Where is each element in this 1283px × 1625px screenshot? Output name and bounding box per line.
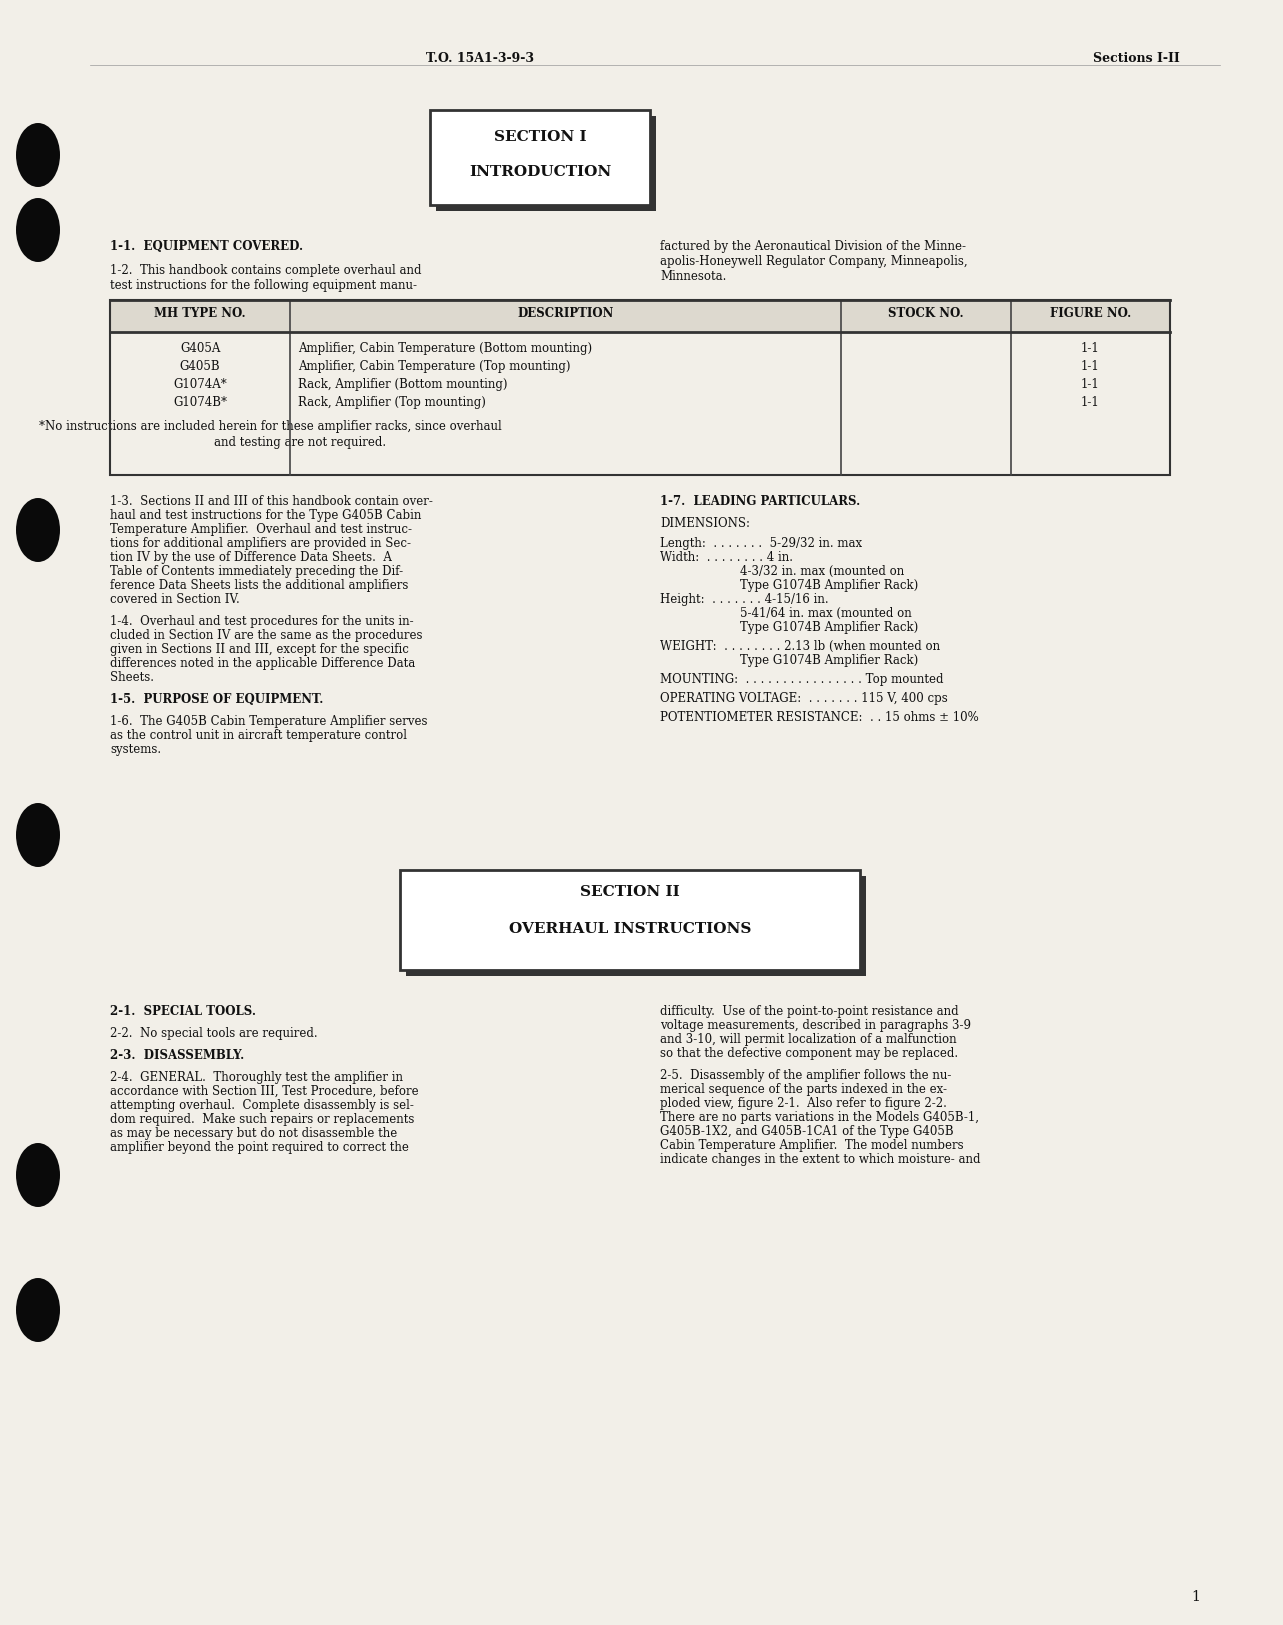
Text: Width:  . . . . . . . . 4 in.: Width: . . . . . . . . 4 in.: [659, 551, 793, 564]
Text: Minnesota.: Minnesota.: [659, 270, 726, 283]
Ellipse shape: [15, 1277, 60, 1342]
Text: and 3-10, will permit localization of a malfunction: and 3-10, will permit localization of a …: [659, 1034, 957, 1046]
Text: indicate changes in the extent to which moisture- and: indicate changes in the extent to which …: [659, 1154, 980, 1167]
Text: 1-1: 1-1: [1082, 341, 1100, 354]
Text: amplifier beyond the point required to correct the: amplifier beyond the point required to c…: [110, 1141, 409, 1154]
Text: as the control unit in aircraft temperature control: as the control unit in aircraft temperat…: [110, 730, 407, 743]
Text: 1-1: 1-1: [1082, 396, 1100, 410]
Text: test instructions for the following equipment manu-: test instructions for the following equi…: [110, 280, 417, 292]
FancyBboxPatch shape: [430, 111, 650, 205]
Text: covered in Section IV.: covered in Section IV.: [110, 593, 240, 606]
Text: cluded in Section IV are the same as the procedures: cluded in Section IV are the same as the…: [110, 629, 422, 642]
Text: Sections I-II: Sections I-II: [1093, 52, 1180, 65]
Text: dom required.  Make such repairs or replacements: dom required. Make such repairs or repla…: [110, 1113, 414, 1126]
Text: 2-3.  DISASSEMBLY.: 2-3. DISASSEMBLY.: [110, 1050, 244, 1063]
Text: Temperature Amplifier.  Overhaul and test instruc-: Temperature Amplifier. Overhaul and test…: [110, 523, 412, 536]
Text: INTRODUCTION: INTRODUCTION: [468, 166, 611, 179]
Text: Table of Contents immediately preceding the Dif-: Table of Contents immediately preceding …: [110, 566, 403, 578]
Text: tions for additional amplifiers are provided in Sec-: tions for additional amplifiers are prov…: [110, 536, 411, 549]
Text: G1074B*: G1074B*: [173, 396, 227, 410]
Text: systems.: systems.: [110, 743, 162, 756]
Text: 1-7.  LEADING PARTICULARS.: 1-7. LEADING PARTICULARS.: [659, 496, 860, 509]
Text: 1-6.  The G405B Cabin Temperature Amplifier serves: 1-6. The G405B Cabin Temperature Amplifi…: [110, 715, 427, 728]
Text: OVERHAUL INSTRUCTIONS: OVERHAUL INSTRUCTIONS: [509, 921, 751, 936]
Text: apolis-Honeywell Regulator Company, Minneapolis,: apolis-Honeywell Regulator Company, Minn…: [659, 255, 967, 268]
Text: FIGURE NO.: FIGURE NO.: [1049, 307, 1132, 320]
Text: 2-5.  Disassembly of the amplifier follows the nu-: 2-5. Disassembly of the amplifier follow…: [659, 1069, 952, 1082]
Text: attempting overhaul.  Complete disassembly is sel-: attempting overhaul. Complete disassembl…: [110, 1098, 414, 1112]
Text: Rack, Amplifier (Top mounting): Rack, Amplifier (Top mounting): [298, 396, 486, 410]
Text: Amplifier, Cabin Temperature (Bottom mounting): Amplifier, Cabin Temperature (Bottom mou…: [298, 341, 593, 354]
Text: POTENTIOMETER RESISTANCE:  . . 15 ohms ± 10%: POTENTIOMETER RESISTANCE: . . 15 ohms ± …: [659, 712, 979, 725]
Text: merical sequence of the parts indexed in the ex-: merical sequence of the parts indexed in…: [659, 1082, 947, 1095]
Text: Sheets.: Sheets.: [110, 671, 154, 684]
Text: 4-3/32 in. max (mounted on: 4-3/32 in. max (mounted on: [740, 566, 905, 578]
Text: 1-1: 1-1: [1082, 361, 1100, 374]
Text: so that the defective component may be replaced.: so that the defective component may be r…: [659, 1046, 958, 1060]
Text: MOUNTING:  . . . . . . . . . . . . . . . . Top mounted: MOUNTING: . . . . . . . . . . . . . . . …: [659, 673, 943, 686]
FancyBboxPatch shape: [405, 876, 866, 977]
Text: Rack, Amplifier (Bottom mounting): Rack, Amplifier (Bottom mounting): [298, 379, 508, 392]
Text: Amplifier, Cabin Temperature (Top mounting): Amplifier, Cabin Temperature (Top mounti…: [298, 361, 571, 374]
Text: ference Data Sheets lists the additional amplifiers: ference Data Sheets lists the additional…: [110, 578, 408, 592]
Ellipse shape: [15, 1142, 60, 1207]
Bar: [110, 301, 1170, 474]
Text: 1-5.  PURPOSE OF EQUIPMENT.: 1-5. PURPOSE OF EQUIPMENT.: [110, 692, 323, 705]
Text: DESCRIPTION: DESCRIPTION: [517, 307, 615, 320]
Text: G405B: G405B: [180, 361, 221, 374]
Text: There are no parts variations in the Models G405B-1,: There are no parts variations in the Mod…: [659, 1112, 979, 1124]
Text: 1-1: 1-1: [1082, 379, 1100, 392]
Text: tion IV by the use of Difference Data Sheets.  A: tion IV by the use of Difference Data Sh…: [110, 551, 391, 564]
Text: SECTION I: SECTION I: [494, 130, 586, 145]
Ellipse shape: [15, 198, 60, 262]
Text: OPERATING VOLTAGE:  . . . . . . . 115 V, 400 cps: OPERATING VOLTAGE: . . . . . . . 115 V, …: [659, 692, 948, 705]
Text: differences noted in the applicable Difference Data: differences noted in the applicable Diff…: [110, 656, 416, 669]
Text: difficulty.  Use of the point-to-point resistance and: difficulty. Use of the point-to-point re…: [659, 1004, 958, 1017]
Text: MH TYPE NO.: MH TYPE NO.: [154, 307, 246, 320]
Bar: [110, 301, 1170, 332]
Text: WEIGHT:  . . . . . . . . 2.13 lb (when mounted on: WEIGHT: . . . . . . . . 2.13 lb (when mo…: [659, 640, 940, 653]
Text: Cabin Temperature Amplifier.  The model numbers: Cabin Temperature Amplifier. The model n…: [659, 1139, 964, 1152]
Text: 5-41/64 in. max (mounted on: 5-41/64 in. max (mounted on: [740, 608, 912, 621]
Text: as may be necessary but do not disassemble the: as may be necessary but do not disassemb…: [110, 1128, 398, 1141]
Text: DIMENSIONS:: DIMENSIONS:: [659, 517, 751, 530]
FancyBboxPatch shape: [436, 115, 656, 211]
Text: 1-1.  EQUIPMENT COVERED.: 1-1. EQUIPMENT COVERED.: [110, 240, 303, 254]
Text: Type G1074B Amplifier Rack): Type G1074B Amplifier Rack): [740, 621, 919, 634]
Text: G405A: G405A: [180, 341, 221, 354]
Text: 1-4.  Overhaul and test procedures for the units in-: 1-4. Overhaul and test procedures for th…: [110, 614, 413, 627]
Text: STOCK NO.: STOCK NO.: [888, 307, 964, 320]
Text: SECTION II: SECTION II: [580, 886, 680, 899]
Text: G405B-1X2, and G405B-1CA1 of the Type G405B: G405B-1X2, and G405B-1CA1 of the Type G4…: [659, 1124, 953, 1138]
Text: G1074A*: G1074A*: [173, 379, 227, 392]
Ellipse shape: [15, 124, 60, 187]
Text: *No instructions are included herein for these amplifier racks, since overhaul: *No instructions are included herein for…: [38, 419, 502, 432]
Text: Length:  . . . . . . .  5-29/32 in. max: Length: . . . . . . . 5-29/32 in. max: [659, 536, 862, 549]
Text: Type G1074B Amplifier Rack): Type G1074B Amplifier Rack): [740, 653, 919, 666]
Text: 2-1.  SPECIAL TOOLS.: 2-1. SPECIAL TOOLS.: [110, 1004, 257, 1017]
Text: 2-2.  No special tools are required.: 2-2. No special tools are required.: [110, 1027, 318, 1040]
Ellipse shape: [15, 497, 60, 562]
Text: 1-3.  Sections II and III of this handbook contain over-: 1-3. Sections II and III of this handboo…: [110, 496, 432, 509]
Text: 1-2.  This handbook contains complete overhaul and: 1-2. This handbook contains complete ove…: [110, 263, 422, 276]
Text: 2-4.  GENERAL.  Thoroughly test the amplifier in: 2-4. GENERAL. Thoroughly test the amplif…: [110, 1071, 403, 1084]
Text: ploded view, figure 2-1.  Also refer to figure 2-2.: ploded view, figure 2-1. Also refer to f…: [659, 1097, 947, 1110]
FancyBboxPatch shape: [400, 869, 860, 970]
Ellipse shape: [15, 803, 60, 868]
Text: Height:  . . . . . . . 4-15/16 in.: Height: . . . . . . . 4-15/16 in.: [659, 593, 829, 606]
Text: given in Sections II and III, except for the specific: given in Sections II and III, except for…: [110, 644, 409, 656]
Text: accordance with Section III, Test Procedure, before: accordance with Section III, Test Proced…: [110, 1086, 418, 1098]
Text: voltage measurements, described in paragraphs 3-9: voltage measurements, described in parag…: [659, 1019, 971, 1032]
Text: factured by the Aeronautical Division of the Minne-: factured by the Aeronautical Division of…: [659, 240, 966, 254]
Text: Type G1074B Amplifier Rack): Type G1074B Amplifier Rack): [740, 578, 919, 592]
Text: and testing are not required.: and testing are not required.: [214, 436, 386, 448]
Text: haul and test instructions for the Type G405B Cabin: haul and test instructions for the Type …: [110, 509, 421, 522]
Text: 1: 1: [1191, 1589, 1200, 1604]
Text: T.O. 15A1-3-9-3: T.O. 15A1-3-9-3: [426, 52, 534, 65]
